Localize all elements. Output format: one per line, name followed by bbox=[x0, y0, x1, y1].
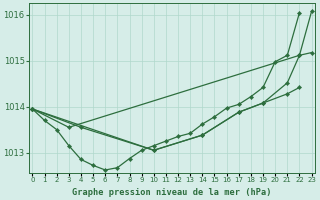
X-axis label: Graphe pression niveau de la mer (hPa): Graphe pression niveau de la mer (hPa) bbox=[72, 188, 272, 197]
